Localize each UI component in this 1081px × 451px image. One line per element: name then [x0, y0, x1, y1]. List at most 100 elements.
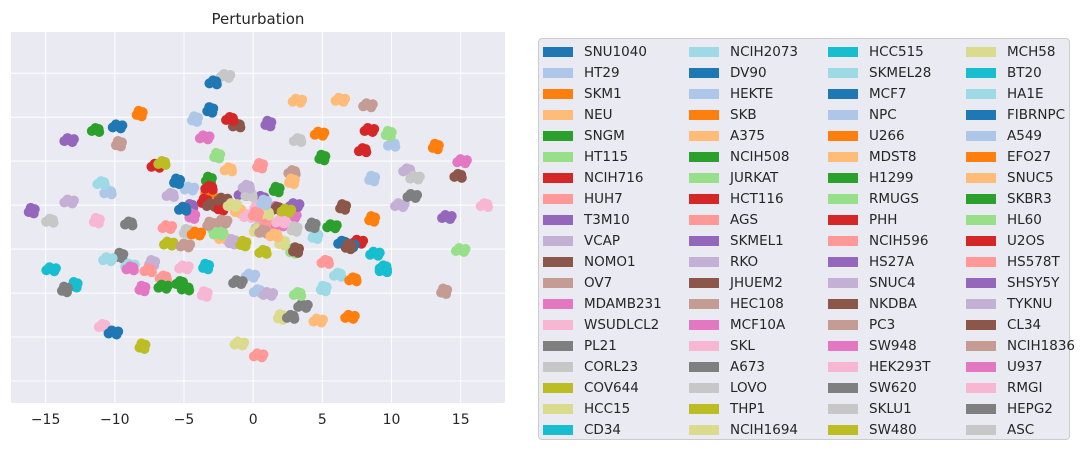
legend-swatch	[828, 278, 858, 288]
data-point-dot	[71, 282, 82, 293]
legend-label: SKL	[730, 338, 755, 354]
legend-label: NCIH716	[584, 170, 644, 186]
data-point	[359, 123, 380, 138]
data-point	[202, 102, 219, 118]
data-point-dot	[240, 241, 251, 252]
data-point-dot	[94, 127, 105, 138]
legend-label: HEC108	[730, 296, 784, 312]
data-point-dot	[317, 130, 328, 141]
legend-label: HCT116	[730, 191, 784, 207]
legend-swatch	[828, 404, 858, 414]
data-point	[219, 162, 238, 177]
legend-swatch	[543, 341, 573, 351]
legend-swatch	[689, 257, 719, 267]
legend-entry: JURKAT	[689, 168, 778, 188]
data-point-dot	[284, 207, 295, 218]
legend-entry: HCC15	[543, 399, 630, 419]
data-point	[235, 235, 252, 252]
legend-label: VCAP	[584, 233, 621, 249]
legend-entry: HS578T	[966, 252, 1060, 272]
data-point	[154, 270, 173, 285]
data-point-dot	[330, 223, 341, 234]
data-point	[237, 179, 256, 194]
legend: SNU1040 HT29 SKM1 NEU SNGM HT115 NCIH716 HUH7 T3…	[538, 38, 1075, 440]
data-point	[365, 246, 385, 261]
legend-label: HEKTE	[730, 86, 774, 102]
legend-label: U2OS	[1007, 233, 1045, 249]
x-tick-label: 0	[249, 412, 258, 428]
data-point-dot	[161, 283, 172, 294]
legend-entry: OV7	[543, 273, 612, 293]
legend-swatch	[689, 299, 719, 309]
data-point	[86, 123, 105, 138]
legend-swatch	[828, 236, 858, 246]
data-point-dot	[211, 79, 222, 90]
legend-label: WSUDLCL2	[584, 317, 660, 333]
legend-label: TYKNU	[1007, 296, 1053, 312]
data-point-dot	[207, 107, 218, 118]
data-point-dot	[323, 258, 334, 269]
data-point	[260, 115, 277, 132]
data-point-dot	[166, 240, 177, 251]
legend-swatch	[543, 152, 573, 162]
data-point	[452, 154, 472, 169]
x-tick-label: −15	[31, 412, 61, 428]
data-point	[364, 170, 381, 187]
data-point	[157, 220, 178, 235]
data-point-dot	[266, 290, 277, 301]
data-point	[288, 286, 307, 301]
data-point	[175, 238, 196, 253]
data-point	[174, 260, 194, 275]
data-point-dot	[445, 214, 456, 225]
legend-label: HEPG2	[1007, 401, 1053, 417]
data-point	[328, 267, 347, 282]
data-point-dot	[272, 232, 283, 243]
legend-label: LOVO	[730, 380, 768, 396]
data-point	[335, 199, 352, 215]
data-point-dot	[61, 287, 72, 298]
legend-swatch	[828, 89, 858, 99]
data-point-dot	[202, 134, 213, 145]
data-point	[98, 252, 118, 267]
data-point	[174, 201, 192, 216]
legend-swatch	[543, 215, 573, 225]
data-point-dot	[115, 123, 126, 134]
data-point	[99, 185, 117, 200]
data-point	[134, 338, 151, 355]
legend-entry: T3M10	[543, 210, 630, 230]
legend-label: NCIH596	[869, 233, 929, 249]
legend-swatch	[543, 110, 573, 120]
data-point-dot	[187, 185, 198, 196]
data-point-dot	[261, 200, 272, 211]
data-point-dot	[203, 264, 214, 275]
data-point-dot	[139, 344, 150, 355]
data-point-dot	[373, 250, 384, 261]
data-point	[88, 212, 105, 229]
legend-swatch	[828, 341, 858, 351]
legend-swatch	[828, 215, 858, 225]
legend-entry: A375	[689, 126, 765, 146]
data-point-dot	[28, 208, 39, 219]
legend-entry: CORL23	[543, 357, 638, 377]
legend-label: NKDBA	[869, 296, 917, 312]
legend-entry: SKL	[689, 336, 755, 356]
legend-swatch	[689, 362, 719, 372]
legend-entry: THP1	[689, 399, 765, 419]
legend-label: RKO	[730, 254, 759, 270]
data-point-dot	[301, 302, 312, 313]
legend-label: A375	[730, 128, 766, 144]
legend-label: HCC515	[869, 44, 924, 60]
legend-swatch	[828, 152, 858, 162]
data-point-dot	[192, 116, 203, 127]
legend-swatch	[966, 383, 996, 393]
x-tick-labels: −15 −10 −5 0 5 10 15	[31, 412, 470, 428]
legend-swatch	[828, 299, 858, 309]
data-point-dot	[261, 248, 272, 259]
data-point-dot	[235, 122, 246, 133]
data-point-dot	[483, 202, 494, 213]
legend-label: COV644	[584, 380, 639, 396]
data-point-dot	[67, 137, 78, 148]
data-point	[437, 210, 457, 225]
legend-label: THP1	[730, 401, 766, 417]
